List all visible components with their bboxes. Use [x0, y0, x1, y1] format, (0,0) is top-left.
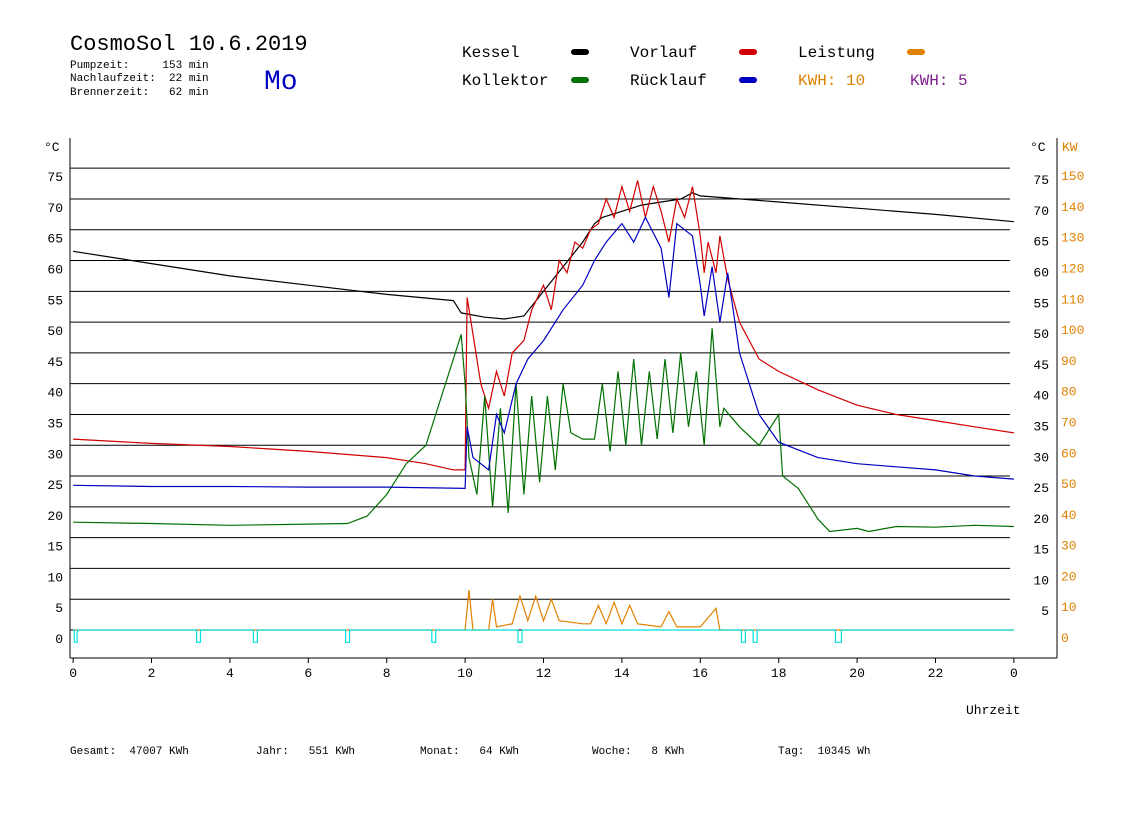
y-tick-label: 30 [47, 447, 63, 462]
footer: Tag: 10345 Wh [778, 746, 870, 758]
x-tick-label: 6 [304, 666, 312, 681]
info: Pumpzeit: 153 min [70, 60, 209, 72]
y-tick-label: 15 [47, 540, 63, 555]
info: Brennerzeit: 62 min [70, 87, 209, 99]
weekday: Mo [264, 67, 298, 98]
y-tick-label: 0 [55, 632, 63, 647]
series-line [73, 629, 1014, 643]
y2-tick-label: 120 [1061, 262, 1084, 277]
series-line [73, 180, 1014, 471]
y-tick-label-right: 70 [1033, 204, 1049, 219]
y2-tick-label: 70 [1061, 415, 1077, 430]
y-tick-label-right: 30 [1033, 450, 1049, 465]
y2-tick-label: 40 [1061, 508, 1077, 523]
y2-tick-label: 130 [1061, 231, 1084, 246]
y2-tick-label: 90 [1061, 354, 1077, 369]
footer: Monat: 64 KWh [420, 746, 519, 758]
x-tick-label: 0 [1010, 666, 1018, 681]
x-tick-label: 14 [614, 666, 630, 681]
y-tick-label-right: 45 [1033, 358, 1049, 373]
y-tick-label-right: 50 [1033, 327, 1049, 342]
y-tick-label: 45 [47, 355, 63, 370]
series-line [73, 328, 1014, 533]
chart-title: CosmoSol 10.6.2019 [70, 32, 308, 57]
y-tick-label-right: 60 [1033, 266, 1049, 281]
y-tick-label: 10 [47, 570, 63, 585]
x-tick-label: 8 [383, 666, 391, 681]
y-tick-label: 20 [47, 509, 63, 524]
y-tick-label-right: 15 [1033, 543, 1049, 558]
y2-tick-label: 10 [1061, 600, 1077, 615]
y-tick-label: 5 [55, 601, 63, 616]
x-tick-label: 10 [457, 666, 473, 681]
y2-tick-label: 80 [1061, 385, 1077, 400]
legend-kwh: KWH: 5 [910, 72, 968, 90]
footer: Gesamt: 47007 KWh [70, 746, 189, 758]
legend-label: Kollektor [462, 72, 548, 90]
legend-label: Rücklauf [630, 72, 707, 90]
y2-tick-label: 140 [1061, 200, 1084, 215]
x-tick-label: 2 [148, 666, 156, 681]
y2-tick-label: 110 [1061, 292, 1084, 307]
y-tick-label: 75 [47, 170, 63, 185]
y-tick-label: 40 [47, 386, 63, 401]
legend-kwh: KWH: 10 [798, 72, 865, 90]
y-tick-label: 25 [47, 478, 63, 493]
y-axis-label-right: °C [1030, 140, 1046, 155]
legend-label: Leistung [798, 44, 875, 62]
x-tick-label: 16 [692, 666, 708, 681]
y-tick-label-right: 5 [1041, 604, 1049, 619]
x-tick-label: 20 [849, 666, 865, 681]
x-tick-label: 12 [536, 666, 552, 681]
x-tick-label: 4 [226, 666, 234, 681]
y-tick-label-right: 40 [1033, 389, 1049, 404]
x-tick-label: 0 [69, 666, 77, 681]
y-tick-label-right: 55 [1033, 296, 1049, 311]
info: Nachlaufzeit: 22 min [70, 73, 209, 85]
series-line [73, 589, 1014, 631]
y2-tick-label: 100 [1061, 323, 1084, 338]
y-axis-label: °C [44, 140, 60, 155]
y2-tick-label: 30 [1061, 539, 1077, 554]
y-tick-label: 50 [47, 324, 63, 339]
y2-tick-label: 20 [1061, 569, 1077, 584]
y-tick-label: 65 [47, 232, 63, 247]
y2-tick-label: 60 [1061, 446, 1077, 461]
legend-label: Kessel [462, 44, 520, 62]
y2-tick-label: 50 [1061, 477, 1077, 492]
y-tick-label-right: 20 [1033, 512, 1049, 527]
y2-tick-label: 0 [1061, 631, 1069, 646]
y-tick-label-right: 25 [1033, 481, 1049, 496]
y-tick-label: 60 [47, 263, 63, 278]
y2-axis-label: KW [1062, 140, 1078, 155]
y-tick-label: 55 [47, 293, 63, 308]
x-tick-label: 18 [771, 666, 787, 681]
footer: Jahr: 551 KWh [256, 746, 355, 758]
series-line [73, 192, 1014, 320]
y-tick-label-right: 65 [1033, 235, 1049, 250]
legend-label: Vorlauf [630, 44, 697, 62]
y-tick-label: 35 [47, 416, 63, 431]
y-tick-label-right: 35 [1033, 419, 1049, 434]
y-tick-label: 70 [47, 201, 63, 216]
x-tick-label: 22 [928, 666, 944, 681]
y-tick-label-right: 10 [1033, 573, 1049, 588]
footer: Woche: 8 KWh [592, 746, 684, 758]
series-line [73, 216, 1014, 490]
y-tick-label-right: 75 [1033, 173, 1049, 188]
y2-tick-label: 150 [1061, 169, 1084, 184]
x-axis-label: Uhrzeit [966, 703, 1021, 718]
